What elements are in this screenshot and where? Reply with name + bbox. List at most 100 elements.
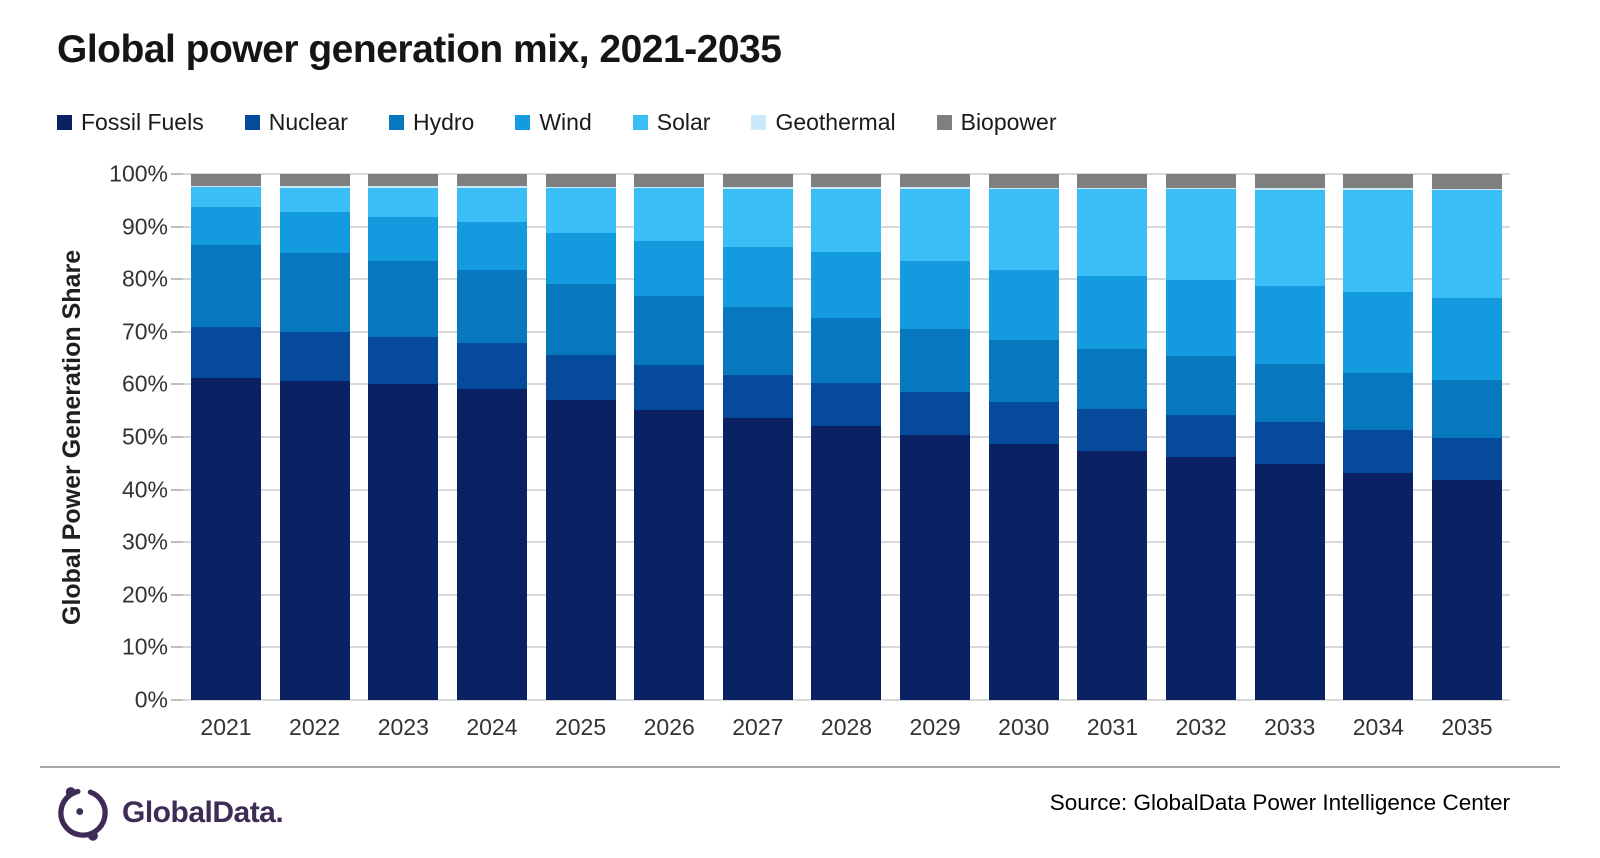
bar-segment-2030-nuclear	[988, 401, 1059, 444]
bar-segment-2029-biopower	[900, 174, 971, 188]
gridline-0	[183, 699, 1510, 701]
y-tick-label-10: 10%	[121, 633, 168, 660]
y-tickmark-50	[171, 436, 183, 438]
bar-segment-2035-fossil-fuels	[1431, 480, 1502, 700]
legend-item-biopower: Biopower	[936, 109, 1057, 136]
bars-row: 2021 2022 2023 2024 2025 2026 2027 2028 2029 2030…	[183, 174, 1510, 740]
bar-segment-2025-nuclear	[545, 354, 616, 401]
legend-label: Nuclear	[268, 109, 348, 135]
bar-segment-2028-nuclear	[811, 383, 882, 426]
bar-segment-2023-solar	[368, 187, 439, 217]
bar-2025: 2025	[545, 174, 616, 740]
legend-item-wind: Wind	[515, 109, 592, 136]
bar-segment-2031-hydro	[1077, 348, 1148, 409]
bar-2029: 2029	[900, 174, 971, 740]
legend-swatch-solar	[632, 115, 648, 130]
legend-item-fossil-fuels: Fossil Fuels	[57, 109, 204, 136]
bar-2028: 2028	[811, 174, 882, 740]
bar-segment-2022-wind	[279, 211, 350, 253]
bar-segment-2034-geothermal	[1343, 188, 1414, 190]
bar-segment-2035-wind	[1431, 297, 1502, 381]
bar-2023: 2023	[368, 174, 439, 740]
y-tick-label-0: 0%	[134, 686, 168, 713]
bar-segment-2025-hydro	[545, 283, 616, 355]
x-axis-label-2031: 2031	[1086, 714, 1138, 740]
bar-segment-2030-hydro	[988, 340, 1059, 402]
y-tick-label-30: 30%	[121, 528, 168, 555]
y-tickmark-100	[171, 173, 183, 175]
bar-segment-2030-fossil-fuels	[988, 443, 1059, 700]
bar-segment-2022-nuclear	[279, 331, 350, 382]
bar-segment-2028-wind	[811, 252, 882, 319]
bar-segment-2035-biopower	[1431, 174, 1502, 189]
bar-2022: 2022	[279, 174, 350, 740]
x-axis-label-2026: 2026	[643, 714, 695, 740]
y-tickmark-70	[171, 330, 183, 333]
bar-segment-2024-fossil-fuels	[456, 389, 527, 700]
x-axis-label-2025: 2025	[554, 714, 607, 740]
bar-segment-2035-nuclear	[1431, 437, 1502, 481]
bar-segment-2035-solar	[1431, 190, 1502, 298]
legend-item-geothermal: Geothermal	[751, 109, 896, 136]
globaldata-logo-icon	[58, 787, 108, 841]
bar-segment-2023-nuclear	[368, 336, 439, 385]
bar-segment-2033-solar	[1254, 189, 1325, 286]
bar-segment-2029-solar	[900, 188, 971, 262]
y-tick-label-100: 100%	[109, 160, 168, 187]
bar-segment-2031-biopower	[1077, 174, 1148, 188]
bar-segment-2021-hydro	[191, 244, 261, 327]
bar-2035: 2035	[1431, 174, 1502, 740]
bar-segment-2024-geothermal	[456, 186, 527, 188]
x-axis-label-2029: 2029	[909, 714, 961, 740]
bar-segment-2029-wind	[900, 261, 971, 330]
x-axis-label-2021: 2021	[200, 714, 252, 740]
bar-segment-2025-geothermal	[545, 186, 616, 189]
bar-segment-2023-geothermal	[368, 186, 439, 188]
bar-segment-2034-nuclear	[1343, 430, 1414, 473]
bar-segment-2026-wind	[634, 240, 705, 297]
legend-swatch-hydro	[388, 115, 404, 130]
bar-segment-2028-geothermal	[811, 187, 882, 189]
bar-segment-2035-hydro	[1431, 380, 1502, 438]
bar-segment-2021-fossil-fuels	[191, 378, 261, 700]
bar-segment-2023-hydro	[368, 260, 439, 337]
bar-segment-2031-solar	[1077, 189, 1148, 276]
bar-segment-2029-nuclear	[900, 392, 971, 435]
bar-segment-2033-wind	[1254, 285, 1325, 364]
bar-segment-2025-fossil-fuels	[545, 400, 616, 700]
bar-segment-2027-solar	[722, 188, 793, 247]
bar-segment-2027-hydro	[722, 306, 793, 375]
bar-segment-2022-hydro	[279, 252, 350, 332]
x-axis-label-2030: 2030	[998, 714, 1050, 740]
bar-segment-2024-wind	[456, 222, 527, 270]
bar-2030: 2030	[988, 174, 1059, 740]
legend-label: Hydro	[412, 109, 475, 135]
bar-segment-2024-biopower	[456, 174, 527, 187]
x-axis-label-2022: 2022	[289, 714, 341, 740]
bar-segment-2026-solar	[634, 188, 705, 241]
bar-segment-2026-biopower	[634, 174, 705, 187]
y-tickmark-80	[171, 278, 183, 281]
bar-segment-2025-biopower	[545, 174, 616, 187]
bar-segment-2030-geothermal	[988, 187, 1059, 190]
x-axis-label-2033: 2033	[1264, 714, 1316, 740]
y-tickmark-40	[171, 488, 183, 491]
x-axis-label-2024: 2024	[466, 714, 518, 740]
bar-segment-2028-solar	[811, 188, 882, 253]
bar-segment-2022-fossil-fuels	[279, 381, 350, 700]
bar-segment-2029-hydro	[900, 329, 971, 393]
bar-2026: 2026	[634, 174, 705, 740]
bar-segment-2027-nuclear	[722, 374, 793, 419]
y-axis-tick-labels: 0% 10% 20% 30% 40% 50% 60% 70% 80% 90% 100%	[0, 161, 168, 713]
legend-item-nuclear: Nuclear	[244, 109, 348, 136]
x-axis-label-2035: 2035	[1441, 714, 1493, 740]
bar-segment-2026-geothermal	[634, 186, 705, 189]
legend-label: Biopower	[960, 109, 1057, 135]
bar-segment-2033-geothermal	[1254, 188, 1325, 190]
x-axis-label-2032: 2032	[1175, 714, 1227, 740]
bar-segment-2023-fossil-fuels	[368, 384, 439, 700]
y-tick-label-20: 20%	[121, 581, 168, 608]
bar-segment-2022-geothermal	[279, 186, 350, 188]
bar-segment-2024-nuclear	[456, 342, 527, 390]
bar-segment-2029-fossil-fuels	[900, 434, 971, 700]
